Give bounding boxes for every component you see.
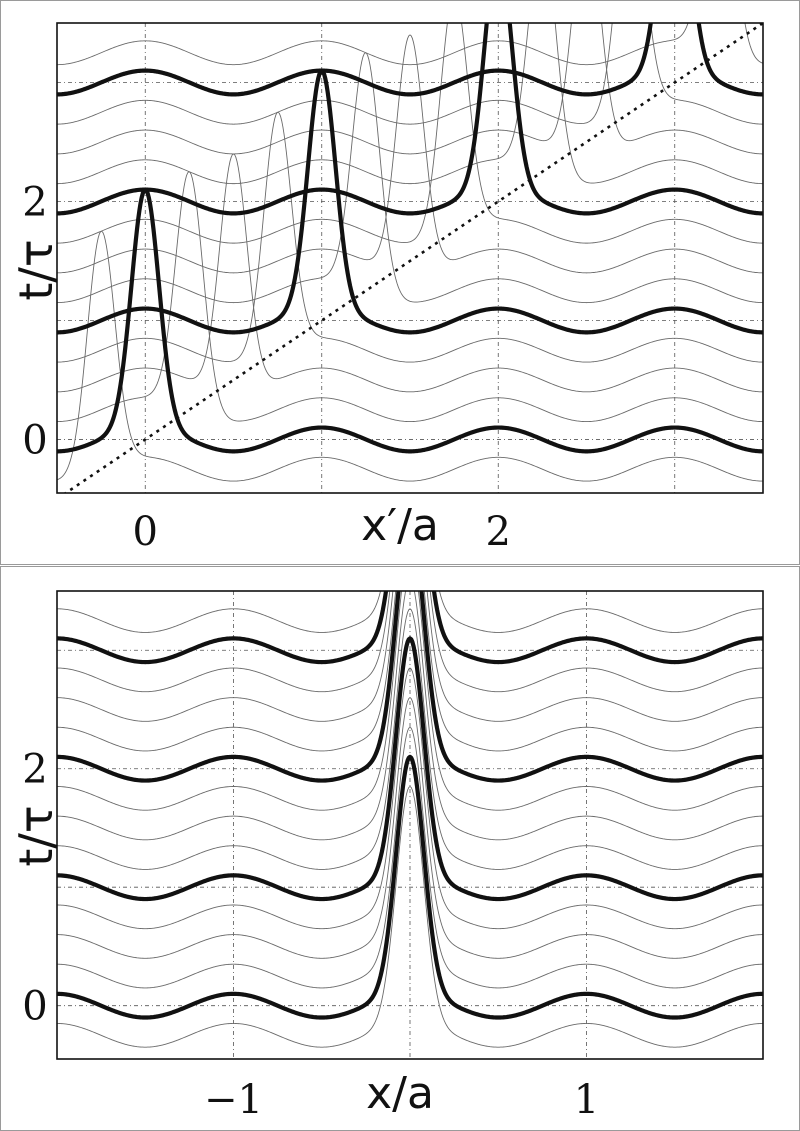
thick-curve	[57, 636, 763, 902]
thin-curve	[57, 23, 763, 125]
bottom-panel: −1 1 0 2 x/a t/τ	[0, 566, 800, 1131]
top-panel: 0 2 0 2 x′/a t/τ	[0, 0, 800, 565]
bottom-chart: −1 1 0 2 x/a t/τ	[9, 590, 764, 1123]
grid	[57, 23, 763, 493]
thin-curve	[57, 667, 763, 930]
thick-curve	[57, 23, 763, 97]
thin-curve	[57, 153, 763, 393]
thin-curve	[57, 591, 763, 841]
thin-curve	[57, 111, 763, 363]
y-axis-label: t/τ	[9, 805, 63, 866]
thin-curve	[57, 591, 763, 752]
plot-frame	[56, 22, 764, 494]
plot-frame	[56, 590, 764, 1060]
thick-curve	[57, 754, 763, 1020]
x-axis-label: x′/a	[361, 500, 439, 551]
reference-line	[63, 23, 763, 493]
thin-curve	[57, 23, 763, 66]
y-tick-label: 0	[22, 417, 47, 463]
curves	[57, 591, 763, 1048]
x-tick-label: 2	[486, 509, 511, 555]
thin-curve	[57, 230, 763, 482]
thin-curve	[57, 591, 763, 633]
x-tick-label: 1	[574, 1077, 599, 1123]
thick-curve	[57, 187, 763, 454]
y-tick-label: 2	[22, 747, 47, 793]
thin-curve	[57, 591, 763, 693]
thin-curve	[57, 608, 763, 870]
top-chart: 0 2 0 2 x′/a t/τ	[9, 22, 764, 555]
thick-curve	[57, 591, 763, 783]
y-axis-label: t/τ	[9, 239, 63, 300]
y-tick-label: 0	[22, 984, 47, 1030]
thick-curve	[57, 68, 763, 335]
thick-curve	[57, 591, 763, 665]
thin-curve	[57, 785, 763, 1048]
x-tick-label: 0	[133, 509, 158, 555]
y-tick-label: 2	[22, 179, 47, 225]
thick-curve	[57, 23, 763, 216]
x-tick-label: −1	[204, 1077, 263, 1123]
thin-curve	[57, 23, 763, 155]
thin-curve	[57, 591, 763, 722]
curves	[57, 23, 763, 482]
thin-curve	[57, 23, 763, 244]
thin-curve	[57, 23, 763, 185]
thin-curve	[57, 171, 763, 423]
thin-curve	[57, 697, 763, 959]
x-axis-label: x/a	[366, 1068, 434, 1119]
thin-curve	[57, 726, 763, 989]
thin-curve	[57, 591, 763, 811]
thin-curve	[57, 52, 763, 304]
thin-curve	[57, 34, 763, 274]
